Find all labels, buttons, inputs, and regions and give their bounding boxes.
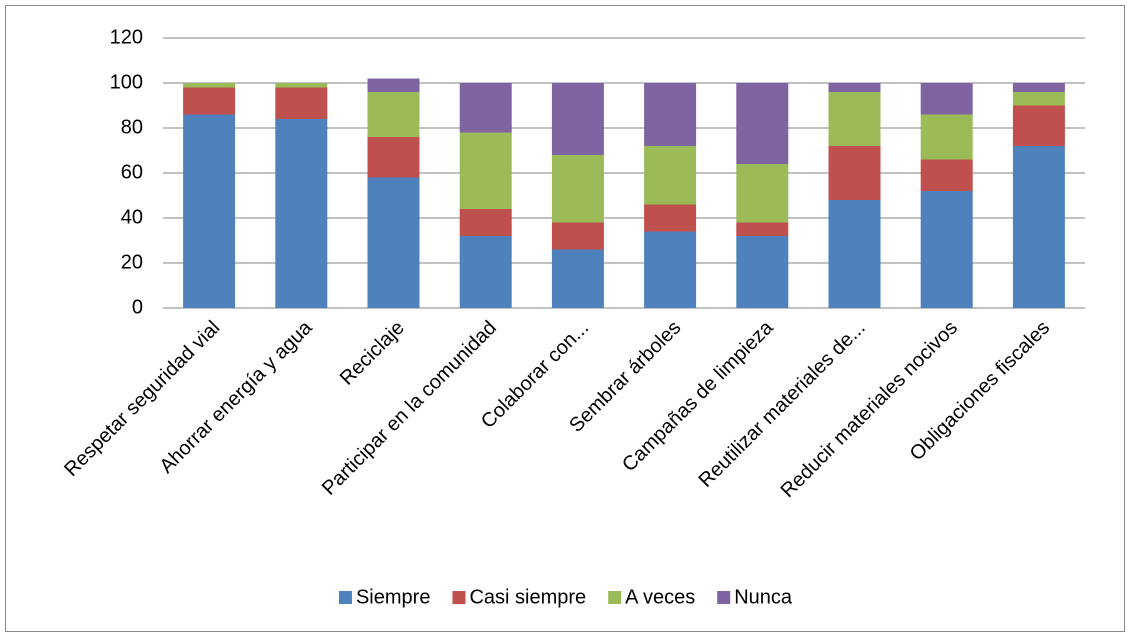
legend-swatch: [608, 591, 622, 604]
bar-segment: [920, 159, 973, 191]
legend-label: Casi siempre: [469, 586, 586, 608]
bar-segment: [736, 164, 789, 223]
bar-segment: [275, 119, 328, 308]
bar-segment: [183, 114, 236, 308]
y-tick-label: 80: [121, 116, 143, 138]
y-tick-label: 60: [121, 161, 143, 183]
bar-segment: [367, 78, 420, 92]
legend-swatch: [452, 591, 466, 604]
bar-segment: [736, 222, 789, 236]
bar-segment: [828, 83, 881, 92]
y-tick-label: 120: [110, 26, 143, 48]
bar-segment: [920, 114, 973, 160]
bar-segment: [275, 83, 328, 88]
bar-segment: [367, 137, 420, 178]
bar-segment: [459, 132, 512, 209]
legend-label: Nunca: [734, 586, 793, 608]
bar-segment: [644, 231, 697, 308]
bar-segment: [551, 249, 604, 308]
bar-segment: [736, 236, 789, 308]
legend-swatch: [338, 591, 352, 604]
bar-segment: [459, 83, 512, 133]
bar-segment: [644, 83, 697, 146]
bar-segment: [183, 83, 236, 88]
y-tick-label: 0: [132, 296, 143, 318]
bar-segment: [828, 92, 881, 146]
bar-segment: [644, 146, 697, 205]
y-tick-label: 40: [121, 206, 143, 228]
legend-label: A veces: [625, 586, 695, 608]
bar-segment: [1012, 83, 1065, 92]
bar-segment: [1012, 92, 1065, 106]
bar-segment: [459, 209, 512, 236]
bar-segment: [367, 92, 420, 137]
bar-segment: [736, 83, 789, 164]
y-tick-label: 100: [110, 71, 143, 93]
bar-segment: [644, 204, 697, 232]
bar-segment: [920, 83, 973, 115]
bar-segment: [551, 155, 604, 223]
legend-label: Siempre: [356, 586, 430, 608]
bar-segment: [551, 83, 604, 155]
bar-segment: [275, 87, 328, 119]
bar-segment: [828, 200, 881, 308]
bar-segment: [459, 236, 512, 308]
bar-segment: [1012, 105, 1065, 146]
bar-segment: [367, 177, 420, 308]
bar-segment: [920, 191, 973, 308]
bar-segment: [183, 87, 236, 115]
y-tick-label: 20: [121, 251, 143, 273]
bar-segment: [1012, 146, 1065, 308]
legend-swatch: [717, 591, 731, 604]
bar-segment: [551, 222, 604, 250]
bar-segment: [828, 146, 881, 200]
